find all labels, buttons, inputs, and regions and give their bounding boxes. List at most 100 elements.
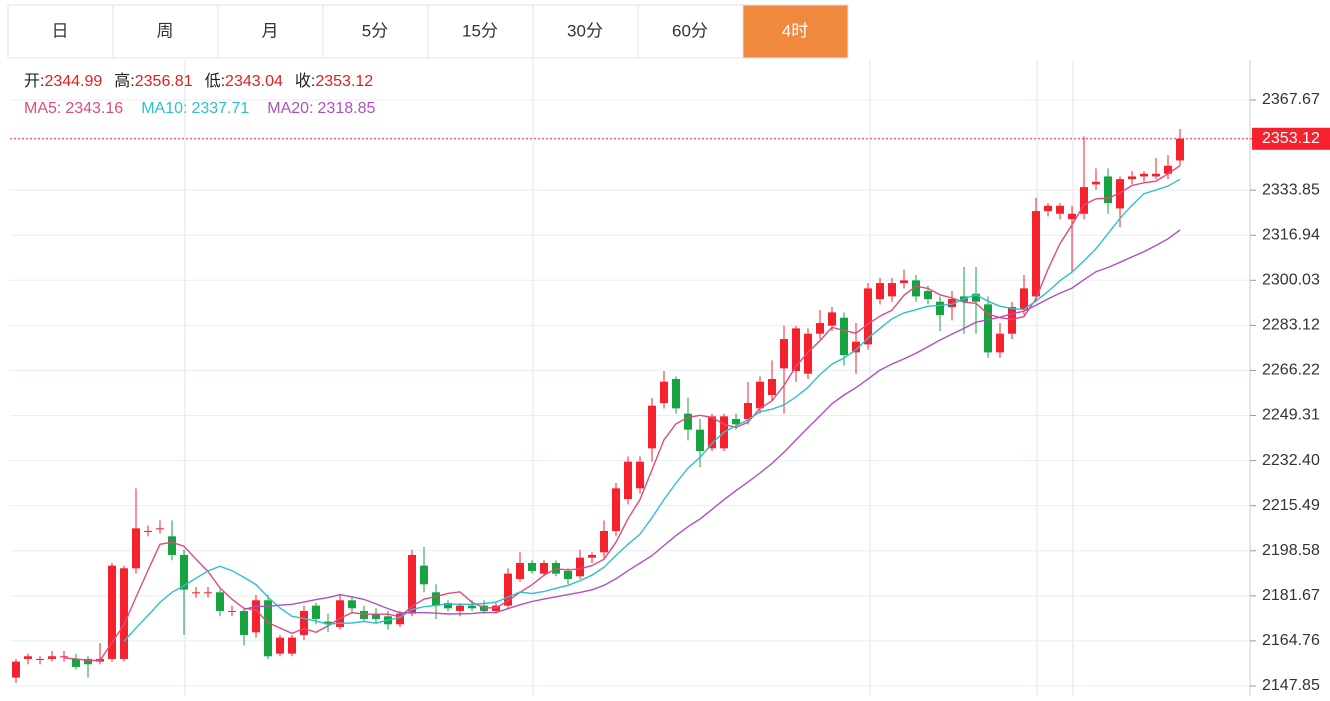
candle-body: [672, 379, 680, 409]
quote-close: 2353.12: [315, 73, 373, 90]
candle-body: [468, 605, 476, 609]
candle-body: [1176, 138, 1184, 161]
candle-body: [48, 656, 56, 659]
candle-body: [792, 328, 800, 372]
tab[interactable]: [322, 4, 429, 59]
y-tick-label: 2300.03: [1262, 272, 1320, 289]
candle-body: [540, 562, 548, 574]
candle-body: [612, 488, 620, 531]
candle-body: [144, 530, 152, 532]
candle-body: [984, 304, 992, 353]
candle-body: [120, 568, 128, 659]
candle-body: [516, 562, 524, 579]
ma-line: [63, 165, 1181, 662]
quote-high-label: 高:: [114, 72, 134, 90]
tab-label: 5分: [362, 21, 388, 40]
candle-body: [840, 317, 848, 356]
candle-body: [768, 379, 776, 396]
candle-body: [1104, 176, 1112, 204]
y-tick-label: 2367.67: [1262, 91, 1320, 108]
candle-body: [624, 461, 632, 499]
candle-body: [168, 536, 176, 555]
candle-body: [372, 613, 380, 619]
quote-low-label: 低:: [205, 72, 225, 90]
candle-body: [180, 554, 188, 590]
candle-body: [660, 381, 668, 404]
y-tick-label: 2333.85: [1262, 181, 1320, 198]
candle-body: [1116, 179, 1124, 209]
candle-body: [228, 610, 236, 612]
tab-label: 月: [262, 21, 279, 40]
y-tick-label: 2215.49: [1262, 497, 1320, 514]
ma-value: 2318.85: [318, 100, 376, 117]
candle-body: [276, 637, 284, 654]
tab[interactable]: [637, 4, 744, 59]
candle-body: [936, 301, 944, 316]
candle-body: [564, 570, 572, 579]
tab[interactable]: [112, 4, 219, 59]
candle-body: [1068, 213, 1076, 220]
candle-body: [744, 403, 752, 420]
y-tick-label: 2164.76: [1262, 632, 1320, 649]
candle-body: [636, 461, 644, 489]
candle-body: [1092, 181, 1100, 185]
quote-open-label: 开:: [24, 73, 44, 90]
candle-body: [1008, 307, 1016, 334]
candle-body: [396, 613, 404, 625]
tab[interactable]: [532, 4, 639, 59]
candle-body: [24, 656, 32, 659]
candle-body: [300, 610, 308, 635]
quote-open: 2344.99: [44, 73, 102, 90]
candle-body: [852, 341, 860, 353]
candle-body: [192, 592, 200, 594]
candle-body: [576, 557, 584, 577]
candle-body: [432, 592, 440, 606]
tab-label: 周: [157, 21, 174, 40]
candle-body: [408, 554, 416, 614]
tab[interactable]: [742, 4, 849, 59]
ma-value: 2337.71: [191, 100, 249, 117]
ma-name: MA20:: [267, 100, 313, 117]
candle-body: [732, 419, 740, 425]
candle-body: [264, 600, 272, 657]
candle-body: [1140, 173, 1148, 177]
y-tick-label: 2249.31: [1262, 407, 1320, 424]
quote-low: 2343.04: [225, 73, 283, 90]
ma-line: [243, 229, 1181, 615]
candle-body: [1044, 205, 1052, 212]
candle-body: [504, 573, 512, 606]
last-price-box: [1252, 127, 1330, 150]
candle-body: [216, 592, 224, 611]
tab[interactable]: [217, 4, 324, 59]
candle-body: [1056, 205, 1064, 214]
candle-body: [456, 605, 464, 611]
tab-label: 日: [52, 21, 69, 40]
candle-body: [84, 658, 92, 665]
quote-line: 开:2344.99 高:2356.81 低:2343.04 收:2353.12: [24, 72, 373, 90]
y-tick-label: 2316.94: [1262, 226, 1320, 243]
candle-body: [12, 661, 20, 678]
candle-body: [996, 333, 1004, 353]
candle-body: [60, 656, 68, 658]
candle-body: [864, 288, 872, 345]
tab-label: 60分: [672, 21, 708, 40]
candle-body: [900, 280, 908, 284]
candle-body: [528, 562, 536, 571]
candle-body: [132, 528, 140, 569]
candle-body: [816, 323, 824, 334]
candle-body: [204, 592, 212, 594]
candle-body: [312, 605, 320, 619]
tab[interactable]: [427, 4, 534, 59]
candle-body: [696, 429, 704, 452]
candle-body: [1020, 288, 1028, 310]
candle-body: [780, 339, 788, 369]
candle-body: [588, 554, 596, 558]
last-price-label: 2353.12: [1262, 130, 1320, 147]
candle-body: [156, 528, 164, 530]
candle-body: [72, 658, 80, 667]
ma-value: 2343.16: [65, 100, 123, 117]
y-tick-label: 2181.67: [1262, 587, 1320, 604]
y-tick-label: 2232.40: [1262, 452, 1320, 469]
candle-body: [444, 602, 452, 609]
